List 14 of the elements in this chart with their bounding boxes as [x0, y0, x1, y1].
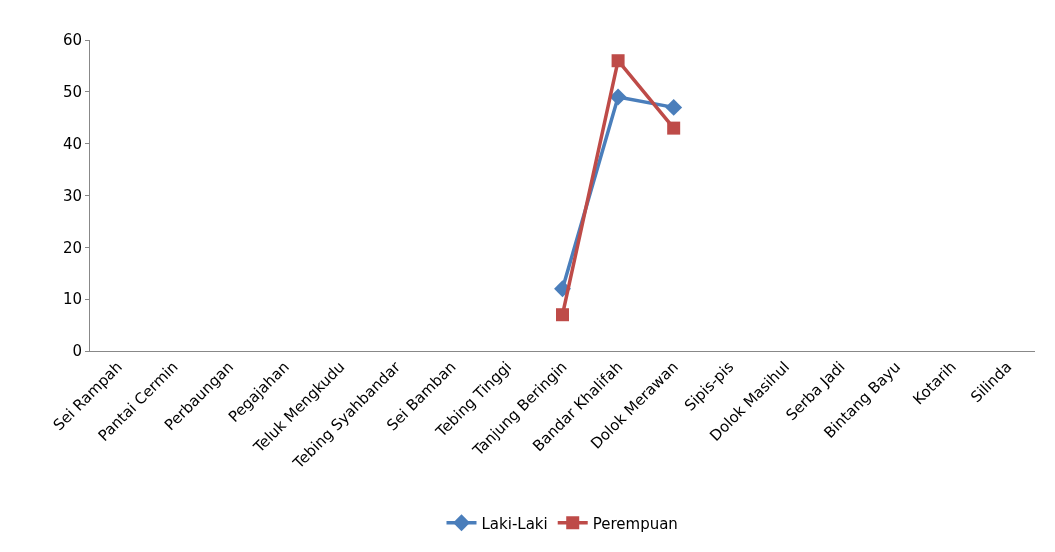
point [667, 121, 681, 135]
y-tick-label: 40 [62, 134, 82, 153]
point [665, 98, 683, 116]
y-tick-label: 60 [62, 31, 82, 50]
y-tick-label: 10 [62, 290, 82, 309]
legend-label: Perempuan [592, 514, 678, 533]
point [609, 88, 627, 106]
y-tick-label: 30 [62, 186, 82, 205]
y-tick-label: 20 [62, 238, 82, 257]
y-tick-label: 50 [62, 83, 82, 102]
legend-label: Laki-Laki [481, 514, 548, 533]
y-tick-label: 0 [72, 342, 82, 361]
point [556, 308, 569, 322]
point [611, 54, 625, 68]
